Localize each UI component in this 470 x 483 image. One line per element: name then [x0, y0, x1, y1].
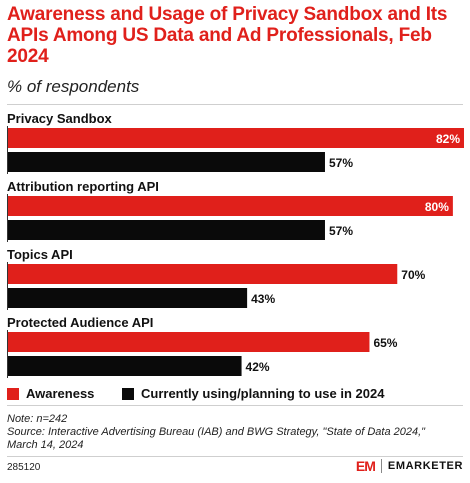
brand-mark: EM EMARKETER	[356, 458, 463, 474]
bar-using	[8, 288, 248, 308]
bar-chart: Privacy Sandbox 82% 57% Attribution reporti…	[7, 111, 464, 378]
brand-name: EMARKETER	[387, 460, 463, 472]
chart-title: Awareness and Usage of Privacy Sandbox a…	[7, 4, 448, 67]
data-label: 80%	[425, 200, 449, 214]
chart-notes: Note: n=242 Source: Interactive Advertis…	[7, 413, 447, 452]
data-label: 43%	[251, 292, 275, 306]
chart-id: 285120	[7, 462, 41, 473]
note-text: Note: n=242	[7, 413, 68, 425]
bar-using	[8, 356, 242, 376]
bar-awareness	[8, 196, 453, 216]
emarketer-logo: EM	[355, 458, 376, 474]
chart-subtitle: % of respondents	[7, 77, 140, 96]
source-text: Source: Interactive Advertising Bureau (…	[7, 426, 426, 451]
data-label: 70%	[401, 268, 425, 282]
category-label: Attribution reporting API	[7, 179, 159, 194]
legend-swatch-using	[122, 387, 134, 400]
data-label: 65%	[373, 336, 397, 350]
data-label: 42%	[246, 360, 270, 374]
bar-awareness	[8, 264, 398, 284]
legend-label-awareness: Awareness	[26, 386, 95, 401]
bar-using	[8, 220, 325, 240]
legend-label-using: Currently using/planning to use in 2024	[141, 386, 385, 401]
data-label: 82%	[436, 132, 460, 146]
data-label: 57%	[329, 156, 353, 170]
legend-item-using: Currently using/planning to use in 2024	[122, 386, 384, 401]
bar-awareness	[8, 128, 464, 148]
footer-divider	[7, 405, 463, 406]
bottom-divider	[7, 456, 463, 457]
bar-using	[8, 152, 325, 172]
category-label: Topics API	[7, 247, 73, 262]
data-label: 57%	[329, 224, 353, 238]
category-label: Privacy Sandbox	[7, 111, 113, 126]
brand-separator	[380, 459, 382, 473]
category-label: Protected Audience API	[7, 315, 153, 330]
legend-swatch-awareness	[7, 387, 19, 400]
bar-awareness	[8, 332, 370, 352]
header-divider	[7, 104, 463, 105]
legend-item-awareness: Awareness	[7, 386, 94, 401]
